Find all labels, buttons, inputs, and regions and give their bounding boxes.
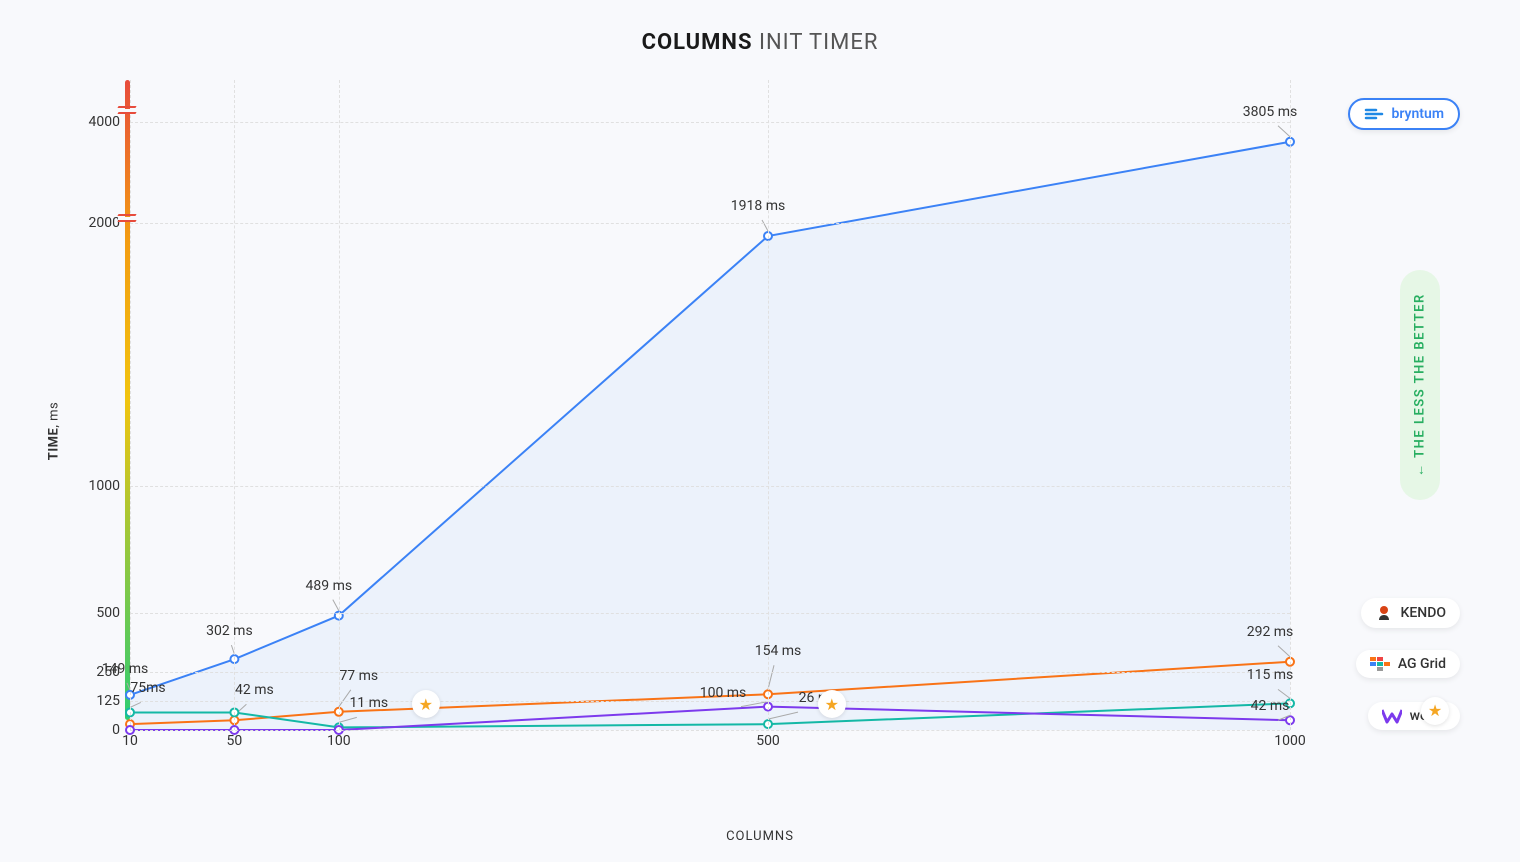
less-better-badge: ← THE LESS THE BETTER	[1400, 270, 1440, 500]
x-tick-label: 100	[327, 733, 351, 749]
grid-line-vertical	[130, 80, 131, 730]
star-icon: ★	[412, 690, 440, 718]
grid-line-horizontal	[130, 122, 1290, 123]
x-tick-label: 50	[227, 733, 243, 749]
legend-label: KENDO	[1401, 605, 1446, 621]
axis-break-icon	[118, 217, 136, 220]
y-axis-label: TIME, ms	[47, 402, 62, 460]
title-bold: COLUMNS	[642, 30, 753, 55]
x-axis-label: COLUMNS	[726, 829, 794, 844]
grid-line-horizontal	[130, 613, 1290, 614]
chart-title: COLUMNS INIT TIMER	[60, 30, 1460, 55]
aggrid-value-label: 115 ms	[1247, 667, 1294, 683]
webix-icon	[1382, 708, 1402, 724]
kendo-value-label: 77 ms	[339, 668, 378, 684]
bryntum-value-label: 149 ms	[102, 661, 149, 677]
y-tick-label: 4000	[60, 114, 120, 130]
title-light: INIT TIMER	[759, 30, 878, 55]
aggrid-value-label: 75ms	[130, 680, 165, 696]
aggrid-icon	[1370, 657, 1390, 671]
kendo-value-label: 42 ms	[235, 682, 274, 698]
legend-label: bryntum	[1392, 106, 1445, 122]
axis-break-icon	[118, 109, 136, 112]
legend-bryntum[interactable]: bryntum	[1348, 98, 1461, 130]
grid-line-horizontal	[130, 672, 1290, 673]
star-icon: ★	[818, 690, 846, 718]
y-tick-label: 500	[60, 605, 120, 621]
aggrid-value-label: 11 ms	[349, 695, 388, 711]
bryntum-value-label: 302 ms	[206, 623, 253, 639]
bryntum-area	[130, 142, 1290, 730]
grid-line-vertical	[768, 80, 769, 730]
grid-line-vertical	[339, 80, 340, 730]
legend-aggrid[interactable]: AG Grid	[1356, 650, 1460, 678]
y-tick-label: 125	[60, 693, 120, 709]
x-tick-label: 10	[122, 733, 138, 749]
kendo-value-label: 292 ms	[1247, 624, 1294, 640]
x-tick-label: 500	[756, 733, 780, 749]
grid-line-horizontal	[130, 223, 1290, 224]
star-icon: ★	[1421, 697, 1449, 725]
bryntum-value-label: 3805 ms	[1243, 104, 1297, 120]
y-tick-label: 1000	[60, 478, 120, 494]
grid-line-horizontal	[130, 730, 1290, 731]
grid-line-horizontal	[130, 486, 1290, 487]
kendo-value-label: 154 ms	[755, 643, 802, 659]
y-tick-label: 0	[60, 722, 120, 738]
kendo-icon	[1375, 604, 1393, 622]
x-tick-label: 1000	[1274, 733, 1305, 749]
chart-svg	[130, 80, 1290, 730]
webix-value-label: 100 ms	[700, 685, 747, 701]
y-tick-label: 2000	[60, 215, 120, 231]
legend-kendo[interactable]: KENDO	[1361, 598, 1460, 628]
bryntum-value-label: 489 ms	[306, 578, 353, 594]
bryntum-icon	[1364, 107, 1384, 121]
webix-value-label: 42 ms	[1251, 698, 1290, 714]
grid-line-horizontal	[130, 701, 1290, 702]
legend-label: AG Grid	[1398, 656, 1446, 672]
bryntum-value-label: 1918 ms	[731, 198, 785, 214]
